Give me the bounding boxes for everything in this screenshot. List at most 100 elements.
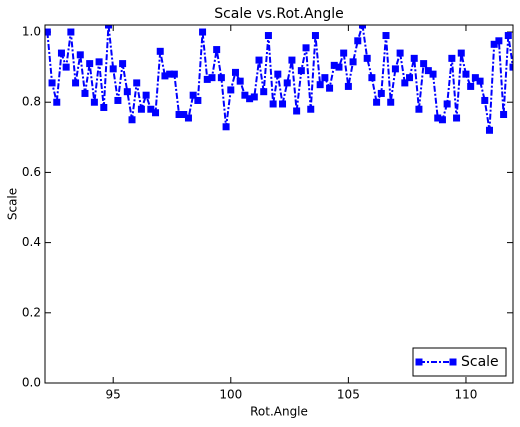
axes-frame [44, 24, 514, 384]
marker [269, 100, 277, 108]
marker [161, 72, 169, 80]
marker [438, 116, 446, 124]
marker [415, 105, 423, 113]
marker [335, 63, 343, 71]
marker [467, 82, 475, 90]
marker [57, 49, 65, 57]
marker [500, 111, 508, 118]
marker [453, 114, 461, 122]
marker [485, 126, 493, 134]
legend-marker [449, 358, 457, 366]
marker [260, 88, 268, 96]
chart-title: Scale vs.Rot.Angle [214, 6, 344, 22]
marker [462, 70, 470, 78]
legend-marker [415, 358, 423, 366]
marker [457, 49, 465, 57]
marker [495, 37, 503, 45]
marker [382, 32, 390, 40]
marker [86, 60, 94, 68]
marker [344, 82, 352, 90]
marker [288, 56, 296, 64]
marker [231, 68, 239, 76]
marker [283, 79, 291, 87]
marker [326, 84, 334, 92]
marker [354, 37, 362, 45]
marker [104, 25, 112, 29]
marker [368, 74, 376, 82]
marker [358, 25, 366, 29]
marker [340, 49, 348, 57]
marker [90, 98, 98, 106]
marker [307, 105, 315, 113]
marker [119, 60, 127, 68]
marker [509, 63, 513, 71]
marker [236, 77, 244, 85]
marker [241, 91, 249, 99]
marker [476, 77, 484, 85]
marker [316, 81, 324, 89]
y-tick-label: 0.8 [22, 95, 41, 109]
marker [227, 86, 235, 94]
x-tick-label: 100 [219, 388, 242, 402]
marker [330, 61, 338, 69]
marker [180, 111, 188, 118]
x-tick-label: 110 [455, 388, 478, 402]
marker [279, 100, 287, 108]
plot-area [45, 25, 513, 134]
marker [217, 74, 225, 82]
marker [114, 96, 122, 104]
marker [45, 28, 51, 36]
marker [100, 103, 108, 111]
marker [349, 58, 357, 66]
marker [208, 74, 216, 82]
marker [166, 70, 174, 78]
x-tick-label: 105 [337, 388, 360, 402]
series-line [46, 25, 513, 131]
marker [410, 54, 418, 62]
marker [137, 105, 145, 113]
marker [264, 32, 272, 40]
marker [490, 40, 498, 48]
marker [194, 96, 202, 104]
marker [448, 54, 456, 62]
marker [391, 65, 399, 73]
marker [170, 70, 178, 78]
y-tick-label: 0.6 [22, 165, 41, 179]
marker [250, 93, 258, 101]
marker [420, 60, 428, 68]
marker [123, 88, 131, 96]
marker [128, 116, 136, 124]
marker [109, 65, 117, 73]
marker [471, 74, 479, 82]
marker [293, 107, 301, 115]
marker [401, 79, 409, 87]
marker [203, 75, 211, 83]
marker [406, 74, 414, 82]
marker [481, 96, 489, 104]
marker [189, 91, 197, 99]
marker [175, 111, 183, 118]
marker [133, 79, 141, 87]
marker [302, 44, 310, 52]
y-tick-label: 1.0 [22, 25, 41, 39]
marker [95, 58, 103, 66]
marker [255, 56, 263, 64]
marker [297, 67, 305, 75]
marker [147, 105, 155, 113]
marker [72, 79, 80, 87]
marker [443, 100, 451, 108]
marker [213, 46, 221, 54]
marker [373, 98, 381, 106]
marker [504, 32, 512, 40]
y-tick-label: 0.4 [22, 235, 41, 249]
marker [363, 54, 371, 62]
marker [377, 89, 385, 97]
marker [142, 91, 150, 99]
marker [387, 98, 395, 106]
marker [156, 47, 164, 55]
marker [184, 114, 192, 122]
marker [396, 49, 404, 57]
marker [246, 95, 254, 103]
marker [434, 114, 442, 122]
